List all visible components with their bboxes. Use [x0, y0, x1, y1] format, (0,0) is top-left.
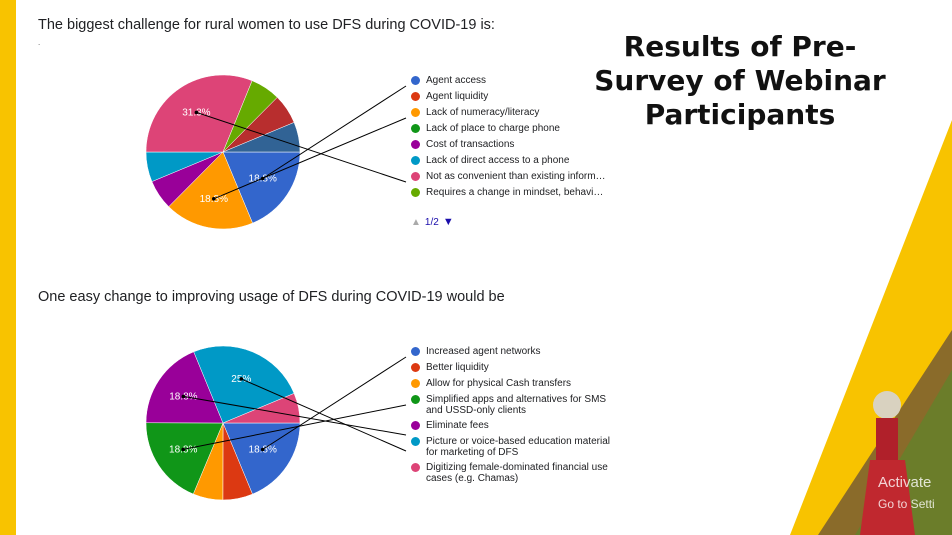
legend-swatch: [411, 379, 420, 388]
slide-title-line-1: Results of Pre-: [623, 30, 857, 63]
leader-line-increased-agent-networks: [262, 356, 407, 450]
leader-arrowhead-eliminate-fees: [181, 394, 186, 399]
legend-item-allow-for-physical-cash-transfers: Allow for physical Cash transfers: [411, 378, 616, 394]
legend-label: Agent liquidity: [426, 91, 489, 102]
photo-skirt: [860, 460, 915, 535]
legend-swatch: [411, 347, 420, 356]
legend-item-lack-of-place-to-charge-phone: Lack of place to charge phone: [411, 123, 616, 139]
legend-label: Digitizing female-dominated financial us…: [426, 462, 608, 484]
legend-label: Lack of direct access to a phone: [426, 155, 570, 166]
legend-item-lack-of-direct-access-to-a-phone: Lack of direct access to a phone: [411, 155, 616, 171]
pie-chart-2-legend: Increased agent networks Better liquidity…: [411, 346, 616, 488]
legend-label: Lack of numeracy/literacy: [426, 107, 540, 118]
legend-swatch: [411, 363, 420, 372]
legend-label: Better liquidity: [426, 362, 489, 373]
legend-swatch: [411, 395, 420, 404]
legend-item-agent-liquidity: Agent liquidity: [411, 91, 616, 107]
legend-swatch: [411, 172, 420, 181]
pie-slice-lack-of-numeracy-literacy: [168, 151, 253, 230]
pie-slice-eliminate-fees: [145, 351, 224, 424]
legend-label: Cost of transactions: [426, 139, 515, 150]
photo-basket: [873, 391, 901, 419]
legend-swatch: [411, 92, 420, 101]
legend-swatch: [411, 108, 420, 117]
legend-label: Simplified apps and alternatives for SMS…: [426, 394, 607, 416]
legend-label: Requires a change in mindset, behavi…: [426, 187, 604, 198]
legend-swatch: [411, 76, 420, 85]
legend-swatch: [411, 188, 420, 197]
legend-swatch: [411, 421, 420, 430]
legend-item-not-as-convenient-than-existing-inform: Not as convenient than existing inform…: [411, 171, 616, 187]
legend-label: Increased agent networks: [426, 346, 541, 357]
legend-item-agent-access: Agent access: [411, 75, 616, 91]
legend-item-better-liquidity: Better liquidity: [411, 362, 616, 378]
legend-item-increased-agent-networks: Increased agent networks: [411, 346, 616, 362]
dot-mark: .: [38, 38, 41, 47]
leader-arrowhead-not-as-convenient-than-existing-inform: [194, 110, 199, 115]
legend-item-cost-of-transactions: Cost of transactions: [411, 139, 616, 155]
leader-arrowhead-picture-or-voice-based-education-materia: [239, 377, 244, 381]
legend-swatch: [411, 140, 420, 149]
pie-slice-increased-agent-networks: [222, 422, 301, 495]
pie-slice-simplified-apps-and-alternatives-for-sms: [145, 422, 224, 495]
legend-item-simplified-apps-and-alternatives-for-sms: Simplified apps and alternatives for SMS…: [411, 394, 616, 420]
legend-item-requires-a-change-in-mindset-behavi: Requires a change in mindset, behavi…: [411, 187, 616, 203]
leader-line-not-as-convenient-than-existing-inform: [196, 111, 407, 183]
leader-line-eliminate-fees: [183, 395, 407, 436]
legend-swatch: [411, 437, 420, 446]
slide-title: Results of Pre- Survey of Webinar Partic…: [590, 30, 890, 132]
pie-chart-1-legend: Agent access Agent liquidity Lack of numer…: [411, 75, 616, 203]
legend-label: Allow for physical Cash transfers: [426, 378, 572, 389]
legend-swatch: [411, 463, 420, 472]
question-1-title: The biggest challenge for rural women to…: [38, 17, 495, 33]
pager-label: 1/2: [424, 216, 439, 228]
leader-line-lack-of-numeracy-literacy: [213, 117, 407, 200]
legend-label: Picture or voice-based education materia…: [426, 436, 610, 458]
slide-title-line-2: Survey of Webinar: [594, 64, 886, 97]
slide-title-line-3: Participants: [644, 98, 836, 131]
legend-item-lack-of-numeracy-literacy: Lack of numeracy/literacy: [411, 107, 616, 123]
leader-arrowhead-increased-agent-networks: [260, 447, 265, 452]
left-accent-bar: [0, 0, 16, 535]
pie-slice-agent-access: [222, 151, 301, 224]
leader-line-picture-or-voice-based-education-materia: [241, 378, 407, 452]
leader-line-agent-access: [262, 85, 407, 179]
leader-line-simplified-apps-and-alternatives-for-sms: [183, 404, 407, 450]
leader-arrowhead-lack-of-numeracy-literacy: [212, 197, 216, 201]
legend-label: Eliminate fees: [426, 420, 489, 431]
activate-watermark: Activate: [878, 474, 932, 491]
pager-prev-icon[interactable]: ▲: [411, 216, 421, 228]
pie-slice-digitizing-female-dominated-financial-us: [222, 393, 301, 424]
legend-swatch: [411, 156, 420, 165]
photo-figure: [876, 418, 898, 463]
legend-item-digitizing-female-dominated-financial-us: Digitizing female-dominated financial us…: [411, 462, 616, 488]
legend-pager[interactable]: ▲ 1/2 ▼: [411, 216, 454, 228]
leader-arrowhead-simplified-apps-and-alternatives-for-sms: [181, 447, 185, 452]
legend-label: Not as convenient than existing inform…: [426, 171, 606, 182]
legend-label: Agent access: [426, 75, 487, 86]
pie-slice-other-steel: [222, 122, 301, 153]
legend-swatch: [411, 124, 420, 133]
legend-item-eliminate-fees: Eliminate fees: [411, 420, 616, 436]
legend-item-picture-or-voice-based-education-materia: Picture or voice-based education materia…: [411, 436, 616, 462]
legend-label: Lack of place to charge phone: [426, 123, 560, 134]
activate-watermark-sub: Go to Setti: [878, 497, 935, 511]
pager-next-icon[interactable]: ▼: [442, 216, 454, 228]
question-2-title: One easy change to improving usage of DF…: [38, 289, 505, 305]
